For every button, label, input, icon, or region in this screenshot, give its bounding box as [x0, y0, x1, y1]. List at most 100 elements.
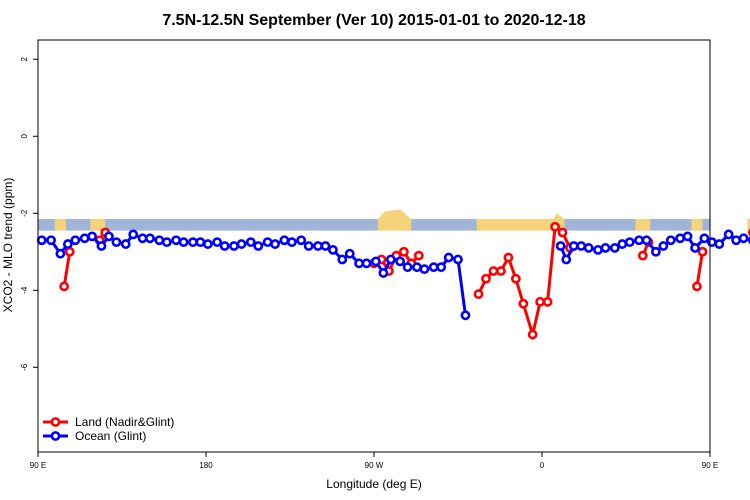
data-point	[245, 237, 256, 248]
x-axis: 90 E 180 90 W 0 90 E	[30, 452, 718, 470]
ocean-band	[38, 219, 710, 231]
data-point	[36, 235, 47, 246]
data-point	[453, 254, 463, 265]
data-point	[402, 262, 413, 273]
series-layer	[36, 221, 750, 341]
series-line	[695, 251, 705, 287]
data-point	[279, 235, 290, 246]
data-point	[253, 241, 264, 251]
chart-title: 7.5N-12.5N September (Ver 10) 2015-01-01…	[162, 12, 585, 29]
data-point	[320, 241, 331, 251]
data-point	[609, 243, 620, 253]
data-point	[697, 246, 708, 257]
data-point	[370, 256, 381, 267]
data-point	[137, 233, 148, 244]
data-point	[690, 243, 700, 253]
data-point	[488, 266, 499, 276]
land-band	[377, 219, 412, 231]
data-point	[555, 241, 566, 251]
data-point	[641, 235, 652, 246]
data-point	[337, 254, 348, 265]
legend-marker	[50, 431, 61, 441]
legend-label: Land (Nadir&Glint)	[75, 415, 174, 429]
data-point	[398, 246, 409, 257]
data-point	[428, 262, 439, 273]
data-point	[328, 244, 338, 255]
legend-marker	[50, 417, 61, 427]
data-point	[385, 254, 396, 265]
data-point	[87, 231, 98, 242]
y-tick-label: -4	[20, 286, 29, 294]
data-point	[104, 231, 114, 242]
data-point	[286, 237, 297, 248]
data-point	[55, 248, 66, 259]
data-point	[96, 241, 107, 251]
land-band	[476, 219, 565, 231]
data-point	[731, 235, 742, 246]
data-point	[313, 241, 323, 251]
y-tick-label: -2	[20, 209, 29, 217]
data-point	[64, 246, 75, 257]
data-point	[412, 262, 422, 273]
data-point	[557, 227, 568, 238]
data-point	[593, 244, 603, 255]
data-point	[128, 229, 139, 240]
legend-label: Ocean (Glint)	[75, 429, 146, 443]
data-point	[535, 296, 546, 307]
y-tick-label: 2	[20, 56, 29, 61]
data-point	[637, 250, 648, 261]
data-point	[202, 239, 213, 249]
data-point	[561, 254, 572, 265]
land-band	[90, 219, 106, 231]
data-point	[542, 296, 553, 307]
data-point	[682, 231, 693, 242]
x-tick-label: 90 W	[365, 461, 384, 470]
data-point	[658, 241, 669, 251]
data-point	[550, 221, 560, 232]
data-point	[714, 239, 725, 249]
data-point	[443, 252, 454, 263]
data-point	[723, 229, 734, 240]
data-point	[692, 281, 702, 292]
data-point	[70, 235, 81, 246]
data-point	[600, 243, 611, 253]
data-point	[460, 310, 471, 321]
x-tick-label: 0	[540, 461, 545, 470]
data-point	[219, 241, 230, 251]
y-axis: 2 0 -2 -4 -6	[20, 56, 38, 371]
data-point	[120, 239, 131, 249]
data-point	[583, 243, 594, 253]
data-point	[634, 235, 644, 246]
land-band	[377, 209, 412, 220]
data-point	[171, 235, 182, 246]
land-band	[635, 219, 651, 231]
data-point	[229, 241, 239, 251]
data-point	[675, 233, 686, 244]
data-point	[518, 298, 529, 309]
data-point	[195, 237, 206, 248]
data-point	[161, 237, 172, 248]
data-point	[738, 233, 749, 244]
data-point	[576, 241, 587, 251]
land-band	[691, 219, 703, 231]
data-point	[46, 235, 56, 246]
data-point	[706, 237, 717, 248]
data-point	[236, 239, 247, 249]
data-point	[503, 252, 514, 263]
data-point	[154, 235, 165, 246]
data-point	[510, 273, 521, 284]
data-point	[262, 237, 273, 248]
data-point	[303, 241, 314, 251]
data-point	[527, 329, 538, 340]
data-point	[473, 289, 484, 300]
data-point	[178, 237, 189, 248]
x-tick-label: 90 E	[702, 461, 718, 470]
land-band	[54, 219, 66, 231]
data-point	[496, 266, 506, 276]
data-point	[650, 246, 661, 257]
data-point	[344, 248, 355, 259]
series-line	[62, 251, 72, 287]
y-tick-label: 0	[20, 133, 29, 138]
land-band	[553, 213, 565, 220]
